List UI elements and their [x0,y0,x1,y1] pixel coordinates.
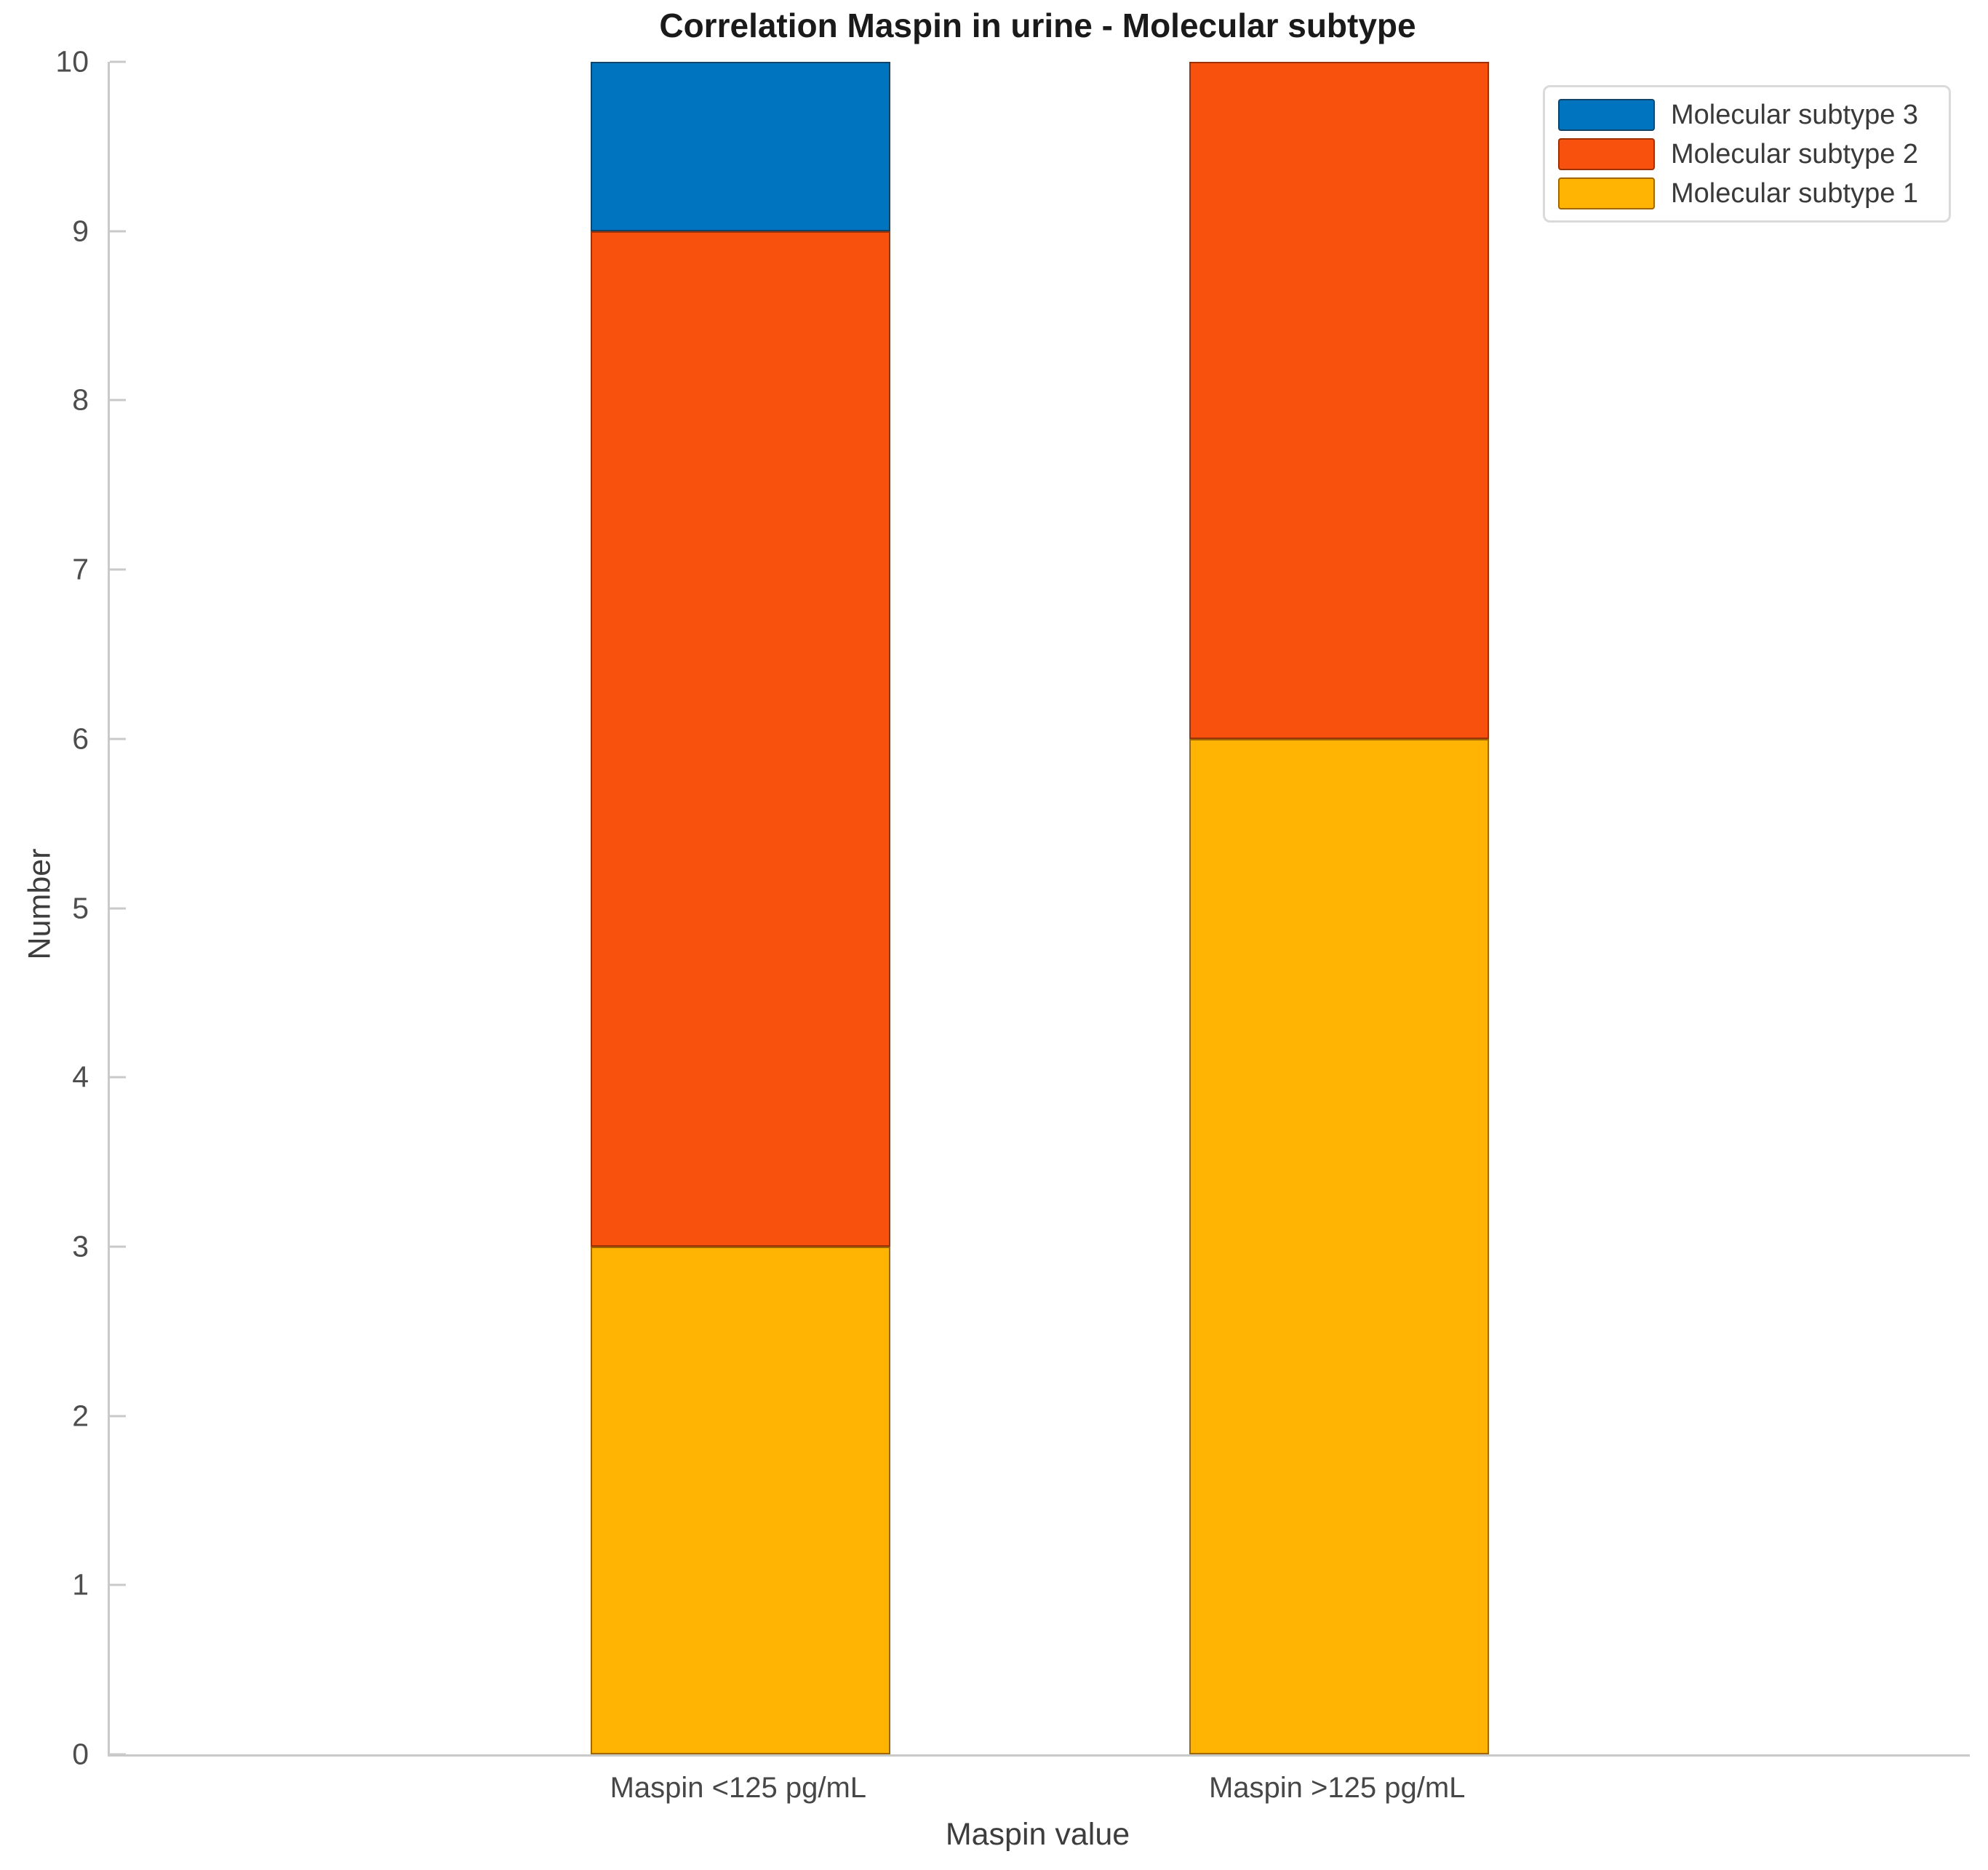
y-axis-tick [110,1245,126,1248]
y-axis-tick [110,907,126,909]
x-tick-labels: Maspin <125 pg/mL Maspin >125 pg/mL [108,1772,1968,1813]
bar-segment [590,62,890,231]
x-category-label: Maspin >125 pg/mL [1208,1772,1466,1804]
bar-segment [590,231,890,1247]
y-tick-label: 4 [72,1060,89,1094]
stacked-bar [1189,62,1489,1754]
y-tick-label: 0 [72,1737,89,1771]
bar-segment [590,1246,890,1754]
legend-label: Molecular subtype 3 [1671,99,1919,130]
plot-area [108,60,1970,1757]
legend-item: Molecular subtype 2 [1558,137,1936,171]
legend-item: Molecular subtype 1 [1558,176,1936,210]
y-axis-tick [110,1076,126,1079]
legend-label: Molecular subtype 2 [1671,138,1919,169]
y-tick-label: 3 [72,1229,89,1263]
y-tick-label: 7 [72,552,89,586]
x-category-label: Maspin <125 pg/mL [610,1772,867,1804]
y-axis-tick [110,1415,126,1418]
y-axis-tick [110,568,126,571]
y-axis-tick [110,738,126,740]
bar-segment [1189,62,1489,739]
legend: Molecular subtype 3 Molecular subtype 2 Mo… [1543,85,1951,223]
y-axis-tick [110,1753,126,1756]
y-tick-label: 6 [72,722,89,756]
y-tick-label: 8 [72,383,89,417]
legend-swatch [1558,177,1655,209]
y-tick-label: 9 [72,214,89,248]
chart-title: Correlation Maspin in urine - Molecular … [659,7,1416,44]
y-axis-tick [110,1583,126,1586]
y-tick-label: 10 [55,44,89,79]
y-tick-label: 1 [72,1567,89,1602]
y-axis-tick [110,230,126,233]
y-tick-label: 2 [72,1399,89,1433]
y-tick-label: 5 [72,891,89,924]
y-tick-labels: 0 1 2 3 4 5 6 7 8 9 10 [0,47,89,1769]
y-axis-tick [110,399,126,401]
bar-segment [1189,738,1489,1754]
x-axis-label: Maspin value [945,1817,1130,1852]
legend-label: Molecular subtype 1 [1671,177,1919,209]
legend-swatch [1558,98,1655,131]
legend-swatch [1558,137,1655,170]
y-axis-tick [110,60,126,63]
legend-item: Molecular subtype 3 [1558,97,1936,132]
stacked-bar [590,62,890,1754]
